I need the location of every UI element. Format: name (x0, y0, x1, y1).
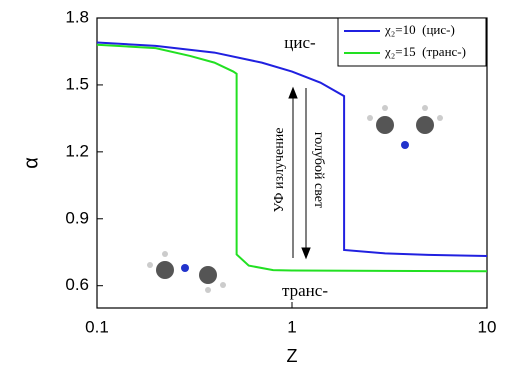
chart: Z α цис- транс- УФ излучение голубой све… (0, 0, 506, 376)
annotation: УФ излучение (272, 128, 287, 213)
annotation: голубой свет (311, 132, 326, 208)
y-tick-label: 1.8 (65, 7, 89, 26)
y-tick-label: 1.2 (65, 141, 89, 160)
x-tick-label: 0.1 (85, 317, 109, 336)
x-axis-label: Z (287, 346, 298, 366)
arrows (289, 88, 310, 258)
legend-label: χ₂=15 (транс-) (384, 44, 466, 59)
y-axis-label: α (20, 157, 42, 169)
y-tick-label: 0.9 (65, 208, 89, 227)
legend-label: χ₂=10 (цис-) (384, 22, 455, 37)
y-tick-label: 0.6 (65, 275, 89, 294)
annotation: транс- (282, 281, 328, 300)
series-line (97, 43, 487, 256)
x-tick-label: 1 (287, 317, 296, 336)
series-line (97, 45, 487, 271)
x-tick-label: 10 (478, 317, 497, 336)
y-tick-label: 1.5 (65, 74, 89, 93)
molecule-trans (147, 251, 226, 293)
annotation: цис- (284, 33, 316, 52)
molecule-cis (367, 105, 443, 149)
